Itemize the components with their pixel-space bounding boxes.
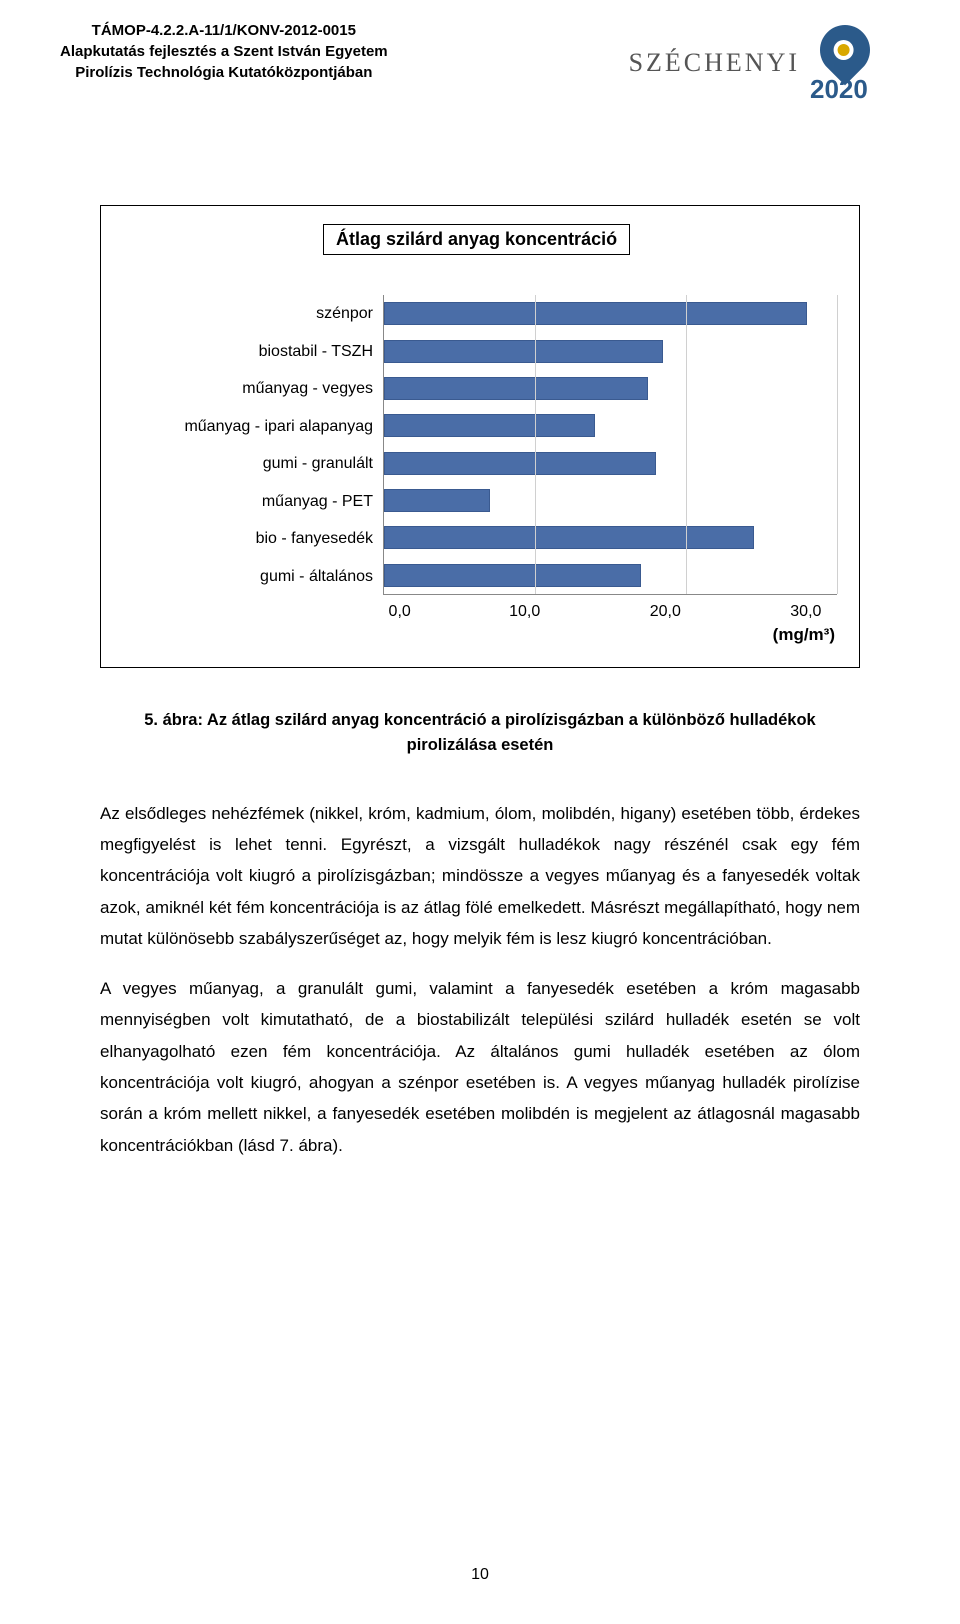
chart-category-label: biostabil - TSZH [123,342,373,361]
chart-container: Átlag szilárd anyag koncentráció szénpor… [100,205,860,668]
logo-2020-icon: 2020 [810,20,880,105]
chart-category-label: műanyag - PET [123,492,373,511]
body-text: Az elsődleges nehézfémek (nikkel, króm, … [100,798,860,1162]
chart-x-tick: 20,0 [650,603,681,621]
chart-category-label: műanyag - vegyes [123,379,373,398]
chart-category-label: gumi - általános [123,567,373,586]
chart-title: Átlag szilárd anyag koncentráció [323,224,630,255]
figure-caption: 5. ábra: Az átlag szilárd anyag koncentr… [100,708,860,758]
header-line-2: Alapkutatás fejlesztés a Szent István Eg… [60,41,388,62]
chart-category-label: gumi - granulált [123,454,373,473]
brand-text: SZÉCHENYI [629,48,800,78]
chart-bars [384,295,837,594]
header-title-block: TÁMOP-4.2.2.A-11/1/KONV-2012-0015 Alapku… [60,20,388,83]
logo-year: 2020 [810,74,868,105]
page-number: 10 [0,1566,960,1584]
header-line-3: Pirolízis Technológia Kutatóközpontjában [60,62,388,83]
paragraph-2: A vegyes műanyag, a granulált gumi, vala… [100,973,860,1162]
chart-bar [384,526,754,549]
chart-x-tick: 30,0 [790,603,821,621]
grid-line [686,295,687,594]
page-header: TÁMOP-4.2.2.A-11/1/KONV-2012-0015 Alapku… [0,0,960,115]
chart-bar [384,302,807,325]
chart-category-label: szénpor [123,304,373,323]
chart-x-tick: 10,0 [509,603,540,621]
chart-bar [384,414,595,437]
chart-plot-area [383,295,837,595]
grid-line [535,295,536,594]
chart-y-labels: szénpor biostabil - TSZH műanyag - vegyes m… [123,295,383,595]
chart-category-label: bio - fanyesedék [123,529,373,548]
chart-category-label: műanyag - ipari alapanyag [123,417,373,436]
paragraph-1: Az elsődleges nehézfémek (nikkel, króm, … [100,798,860,955]
chart-x-unit: (mg/m³) [123,625,837,645]
chart-bar [384,452,656,475]
header-line-1: TÁMOP-4.2.2.A-11/1/KONV-2012-0015 [60,20,388,41]
chart-body: szénpor biostabil - TSZH műanyag - vegyes m… [123,295,837,595]
caption-text: Az átlag szilárd anyag koncentráció a pi… [203,711,816,754]
chart-bar [384,377,648,400]
chart-x-axis: 0,0 10,0 20,0 30,0 [123,603,837,621]
header-logo-block: SZÉCHENYI 2020 [629,20,880,105]
chart-bar [384,489,490,512]
chart-x-tick: 0,0 [389,603,411,621]
caption-prefix: 5. ábra: [144,711,203,729]
chart-x-ticks: 0,010,020,030,0 [393,603,837,621]
chart-bar [384,340,663,363]
chart-bar [384,564,641,587]
